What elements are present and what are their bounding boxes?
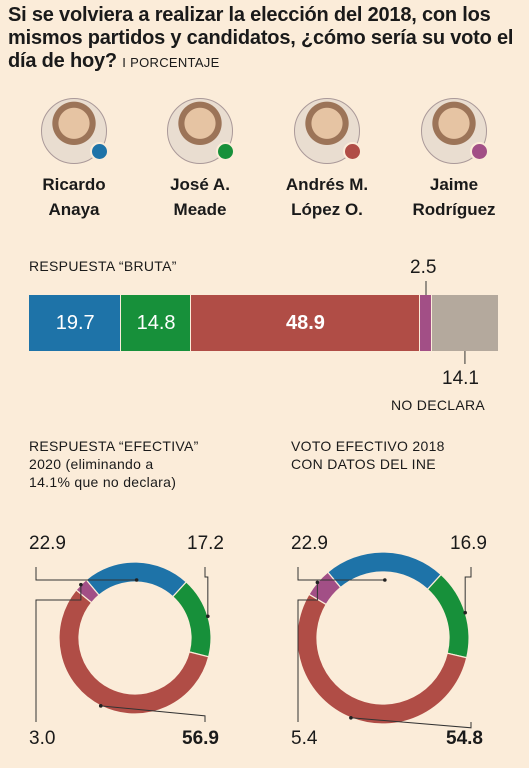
candidate-meade: José A. Meade [138,98,262,222]
bar-label-anaya: 19.7 [55,311,95,334]
avatar [167,98,235,164]
chart-title-suffix: I PORCENTAJE [122,55,220,70]
donut1-leader-anaya [35,567,137,581]
party-color-dot [470,142,489,161]
donut2-leader-dot-anaya [383,578,387,582]
data-label-nodeclara: 14.1 [442,368,479,389]
donut1-leader-dot-jaime [79,582,83,587]
candidate-name: Andrés M. López O. [285,175,369,219]
donut2-leader-anaya [297,567,385,581]
candidate-name: Jaime Rodríguez [412,175,496,219]
candidate-anaya: Ricardo Anaya [12,98,136,222]
bar-chart-title: RESPUESTA “BRUTA” [29,258,177,274]
chart-title-text: Si se volviera a realizar la elección de… [8,4,514,72]
donut1-leader-meade [204,567,209,617]
donut-1-label-lopez: 56.9 [182,728,219,749]
donut-1-label-anaya: 22.9 [29,533,66,554]
donut1-leader-dot-anaya [134,578,139,582]
donut-2-label-lopez: 54.8 [446,728,483,749]
donut2-leader-lopez [350,717,472,729]
donut2-leader-dot-meade [463,610,467,615]
data-label-jaime-bar: 2.5 [410,257,437,278]
donut1-leader-lopez [100,705,206,722]
candidate-name: Ricardo Anaya [42,175,106,219]
bar-segment-anaya: 19.7 [29,295,122,351]
donut-2-title: VOTO EFECTIVO 2018 CON DATOS DEL INE [291,438,445,472]
donut-2-label-jaime: 5.4 [291,728,318,749]
donut-1-label-meade: 17.2 [187,533,224,554]
donut1-leader-dot-meade [206,614,210,619]
candidate-name: José A. Meade [170,175,230,219]
stacked-bar: 19.7 14.8 48.9 [29,295,498,351]
party-color-dot [216,142,235,161]
donut2-slice-lopez [296,593,468,725]
chart-title: Si se volviera a realizar la elección de… [8,4,523,74]
donut2-leader-dot-lopez [349,715,353,720]
bar-segment-lopez: 48.9 [190,295,421,351]
avatar [294,98,362,164]
bar-label-meade: 14.8 [136,311,176,334]
bar-segment-meade: 14.8 [121,295,191,351]
avatar [421,98,489,164]
party-color-dot [90,142,109,161]
donut2-slice-anaya [326,551,442,591]
donut2-slice-meade [426,573,470,659]
donut1-leader-jaime [35,584,82,722]
donut1-slice-meade [171,581,212,658]
nodeclara-label: NO DECLARA [391,397,486,413]
bar-segment-jaime [420,295,432,351]
donut-2-label-meade: 16.9 [450,533,487,554]
donut2-leader-meade [464,567,472,613]
donut-2-label-anaya: 22.9 [291,533,328,554]
avatar [41,98,109,164]
bar-segment-nodeclara [431,295,498,351]
donut2-leader-dot-jaime [315,580,320,585]
donut-1-label-jaime: 3.0 [29,728,56,749]
candidate-lopez: Andrés M. López O. [265,98,389,222]
donut1-slice-lopez [58,589,210,715]
donut1-leader-dot-lopez [98,704,103,708]
candidate-rodriguez: Jaime Rodríguez [392,98,516,222]
donut-1-title: RESPUESTA “EFECTIVA” 2020 (eliminando a 14… [29,438,199,490]
bar-label-lopez: 48.9 [285,311,325,334]
donut2-leader-jaime [297,582,318,722]
party-color-dot [343,142,362,161]
